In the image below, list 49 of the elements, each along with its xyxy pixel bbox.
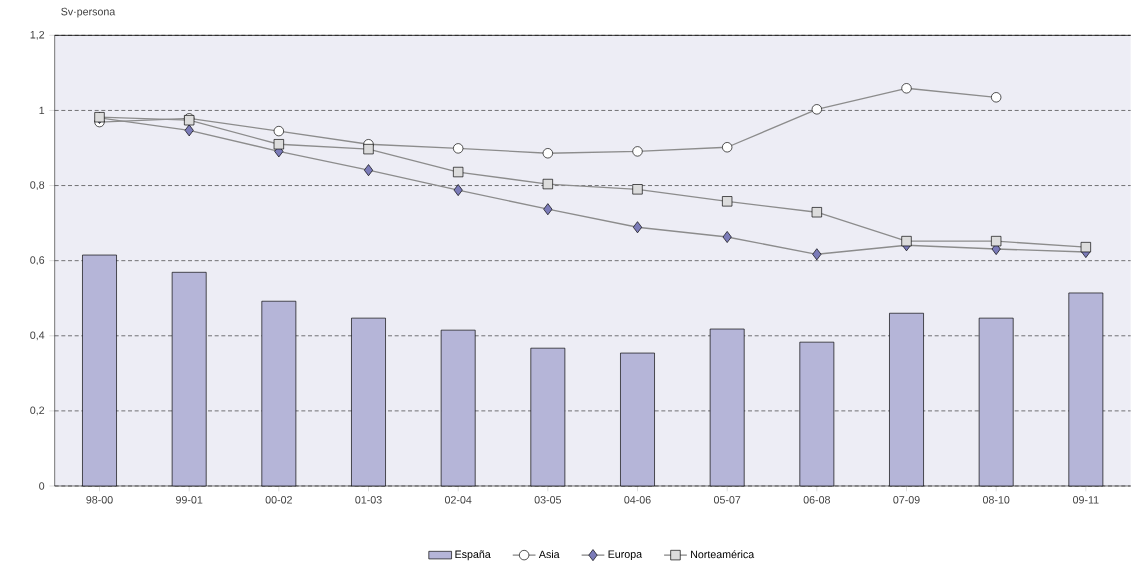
y-tick-label: 1 bbox=[39, 106, 45, 115]
y-tick-label: 0,2 bbox=[30, 406, 45, 416]
x-tick-label: 09-11 bbox=[1073, 496, 1099, 504]
y-tick-label: 0,4 bbox=[30, 331, 45, 341]
point bbox=[363, 164, 374, 177]
point bbox=[632, 184, 643, 195]
point bbox=[901, 236, 912, 247]
y-tick-label: 0,6 bbox=[30, 256, 45, 266]
x-tick-label: 06-08 bbox=[803, 496, 830, 504]
point bbox=[363, 143, 374, 155]
point bbox=[273, 125, 284, 137]
point bbox=[453, 184, 463, 197]
point bbox=[722, 231, 732, 243]
point bbox=[722, 196, 733, 207]
point bbox=[542, 178, 553, 190]
legend-label: España bbox=[455, 550, 491, 561]
point bbox=[901, 83, 912, 94]
x-tick-label: 01-03 bbox=[355, 496, 382, 504]
point bbox=[811, 104, 822, 115]
legend-label: Norteamérica bbox=[691, 550, 755, 559]
x-tick-label: 07-09 bbox=[893, 496, 920, 504]
legend-label: Europa bbox=[608, 550, 643, 560]
point bbox=[542, 148, 553, 159]
x-tick-label: 98-00 bbox=[86, 496, 113, 504]
point bbox=[273, 139, 284, 150]
point bbox=[632, 146, 643, 157]
point bbox=[453, 166, 464, 178]
point bbox=[811, 207, 822, 218]
point bbox=[991, 236, 1002, 247]
x-tick-label: 04-06 bbox=[624, 496, 651, 504]
point bbox=[184, 124, 194, 137]
x-tick-label: 05-07 bbox=[713, 496, 741, 504]
point bbox=[812, 248, 822, 261]
point bbox=[453, 143, 464, 154]
x-tick-label: 99-01 bbox=[176, 496, 203, 504]
y-axis-title: Sv·persona bbox=[61, 7, 116, 18]
y-tick-label: 1,2 bbox=[30, 30, 45, 40]
x-tick-label: 02-04 bbox=[444, 496, 472, 504]
point bbox=[543, 203, 553, 216]
x-tick-label: 08-10 bbox=[982, 496, 1010, 504]
point bbox=[1080, 242, 1091, 253]
x-tick-label: 03-05 bbox=[534, 496, 562, 504]
point bbox=[632, 221, 643, 234]
point bbox=[991, 92, 1002, 103]
y-tick-label: 0 bbox=[39, 482, 45, 490]
point bbox=[722, 142, 733, 153]
y-tick-label: 0,8 bbox=[30, 181, 45, 190]
legend-label: Asia bbox=[538, 550, 560, 559]
x-tick-label: 00-02 bbox=[265, 496, 292, 504]
